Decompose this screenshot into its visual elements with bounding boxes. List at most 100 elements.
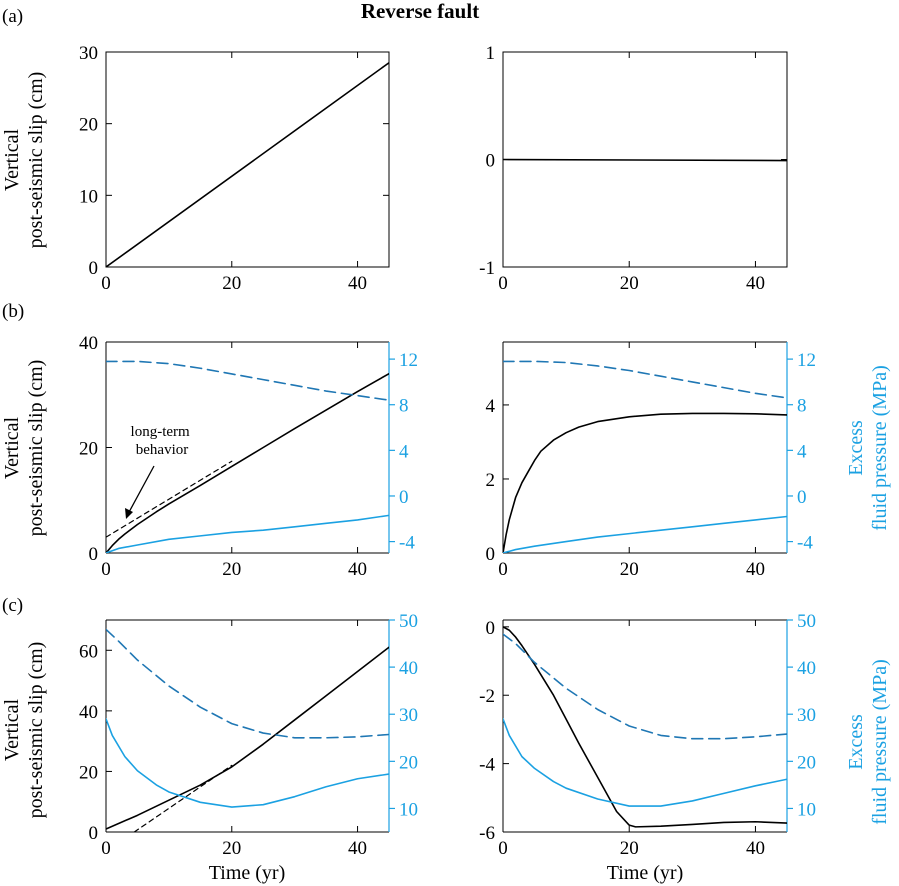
- y-tick-label: 20: [79, 762, 98, 783]
- y-tick-label: 40: [79, 702, 98, 723]
- ylabel-right-b-line2: fluid pressure (MPa): [869, 365, 891, 531]
- y-tick-label: 0: [89, 823, 99, 844]
- ylabel-left-b-line2: post-seismic slip (cm): [25, 360, 47, 537]
- x-tick-label: 40: [348, 273, 367, 294]
- y-tick-label: 0: [89, 258, 99, 279]
- x-tick-label: 40: [746, 559, 765, 580]
- ylabel-left-b: Vertical post-seismic slip (cm): [1, 360, 47, 537]
- series-long-term-behavior: [133, 764, 233, 832]
- y-tick-label: 0: [486, 618, 496, 639]
- y-tick-label: -2: [479, 686, 495, 707]
- y2-tick-label: 50: [399, 611, 418, 632]
- y-tick-label: 0: [486, 544, 496, 565]
- y2-tick-label: 20: [797, 752, 816, 773]
- chart-b-left: 0 20 40 0 20 40 -4 0 4 8 12: [79, 333, 418, 580]
- series-excess-fluid-pressure-dashed: [503, 360, 787, 399]
- chart-a-right: 0 20 40-101: [479, 43, 788, 294]
- x-tick-label: 20: [620, 838, 639, 859]
- chart-b-right: 0 20 40 0 2 4 -4 0 4 8 12: [486, 341, 816, 580]
- series-vertical-post-seismic-slip: [106, 372, 389, 553]
- ylabel-left-a: Vertical post-seismic slip (cm): [1, 72, 47, 249]
- series-vertical-post-seismic-slip: [503, 626, 787, 828]
- y2-tick-label: 30: [797, 705, 816, 726]
- panel-label-b: (b): [2, 301, 24, 322]
- annotation-arrow-line: [127, 465, 155, 515]
- x-tick-label: 20: [222, 838, 241, 859]
- y2-tick-label: 10: [399, 799, 418, 820]
- series-excess-fluid-pressure-dashed: [106, 628, 389, 739]
- series-vertical-post-seismic-slip: [503, 412, 787, 553]
- plot-frame: [105, 51, 390, 268]
- ylabel-right-c: Excess fluid pressure (MPa): [845, 659, 891, 825]
- y-tick-label: 40: [79, 333, 98, 354]
- y2-tick-label: -4: [399, 533, 415, 554]
- x-tick-label: 40: [348, 559, 367, 580]
- y-tick-label: -1: [479, 258, 495, 279]
- ylabel-left-a-line2: post-seismic slip (cm): [25, 72, 47, 249]
- y-tick-label: 0: [486, 151, 496, 172]
- y2-tick-label: 30: [399, 705, 418, 726]
- chart-c-left: 0 20 40 0 20 40 60 10 20 30 40 50: [79, 611, 418, 859]
- ylabel-right-c-line1: Excess: [845, 714, 867, 770]
- y-tick-label: -4: [479, 755, 495, 776]
- chart-a-left: 0 20 40 0 10 20 30: [79, 43, 390, 294]
- series-excess-fluid-pressure-dashed: [106, 360, 389, 401]
- ylabel-left-c-line2: post-seismic slip (cm): [25, 642, 47, 819]
- xlabel-right: Time (yr): [607, 862, 683, 884]
- y2-tick-label: 40: [399, 658, 418, 679]
- panel-label-a: (a): [2, 6, 23, 27]
- y-tick-label: 20: [79, 439, 98, 460]
- y2-tick-label: 40: [797, 658, 816, 679]
- y2-tick-label: 12: [797, 350, 816, 371]
- y-tick-label: -6: [479, 823, 495, 844]
- x-tick-label: 20: [620, 273, 639, 294]
- x-tick-label: 0: [101, 838, 111, 859]
- x-tick-label: 0: [498, 838, 508, 859]
- y-tick-label: 60: [79, 641, 98, 662]
- y2-tick-label: 50: [797, 611, 816, 632]
- x-tick-label: 0: [498, 273, 508, 294]
- series-excess-fluid-pressure-solid: [106, 514, 389, 553]
- series-excess-fluid-pressure-dashed: [503, 633, 787, 740]
- annotation-arrow-head: [125, 508, 133, 519]
- y-tick-label: 20: [79, 115, 98, 136]
- y-tick-label: 30: [79, 43, 98, 64]
- x-tick-label: 20: [222, 273, 241, 294]
- annotation-long-term-behavior: long-term behavior: [131, 424, 194, 458]
- annotation-line2: behavior: [136, 442, 188, 458]
- y-tick-label: 1: [486, 43, 496, 64]
- ylabel-left-c-line1: Vertical: [1, 698, 23, 761]
- x-tick-label: 20: [620, 559, 639, 580]
- y2-tick-label: 12: [399, 350, 418, 371]
- y2-tick-label: 4: [797, 441, 807, 462]
- series-long-term-behavior: [106, 460, 233, 538]
- y2-tick-label: 10: [797, 799, 816, 820]
- series-excess-fluid-pressure-solid: [503, 515, 787, 553]
- y2-tick-label: 8: [797, 396, 807, 417]
- x-tick-label: 20: [222, 559, 241, 580]
- y2-tick-label: 8: [399, 396, 409, 417]
- series-vertical-post-seismic-slip: [106, 61, 389, 267]
- y2-tick-label: 4: [399, 441, 409, 462]
- x-tick-label: 40: [746, 273, 765, 294]
- x-tick-label: 0: [498, 559, 508, 580]
- y-tick-label: 10: [79, 186, 98, 207]
- x-tick-label: 0: [101, 559, 111, 580]
- series-vertical-post-seismic-slip: [106, 646, 389, 830]
- x-tick-label: 40: [746, 838, 765, 859]
- y2-tick-label: 0: [797, 487, 807, 508]
- y2-tick-label: -4: [797, 533, 813, 554]
- y2-tick-label: 0: [399, 487, 409, 508]
- y-tick-label: 0: [89, 544, 99, 565]
- ylabel-right-c-line2: fluid pressure (MPa): [869, 659, 891, 825]
- x-tick-label: 0: [101, 273, 111, 294]
- series-vertical-post-seismic-slip: [503, 158, 787, 162]
- series-excess-fluid-pressure-solid: [106, 718, 389, 808]
- ylabel-left-c: Vertical post-seismic slip (cm): [1, 642, 47, 819]
- figure-title: Reverse fault: [361, 0, 479, 23]
- series-excess-fluid-pressure-solid: [503, 718, 787, 807]
- ylabel-left-b-line1: Vertical: [1, 416, 23, 479]
- panel-label-c: (c): [2, 595, 23, 616]
- ylabel-left-a-line1: Vertical: [1, 128, 23, 191]
